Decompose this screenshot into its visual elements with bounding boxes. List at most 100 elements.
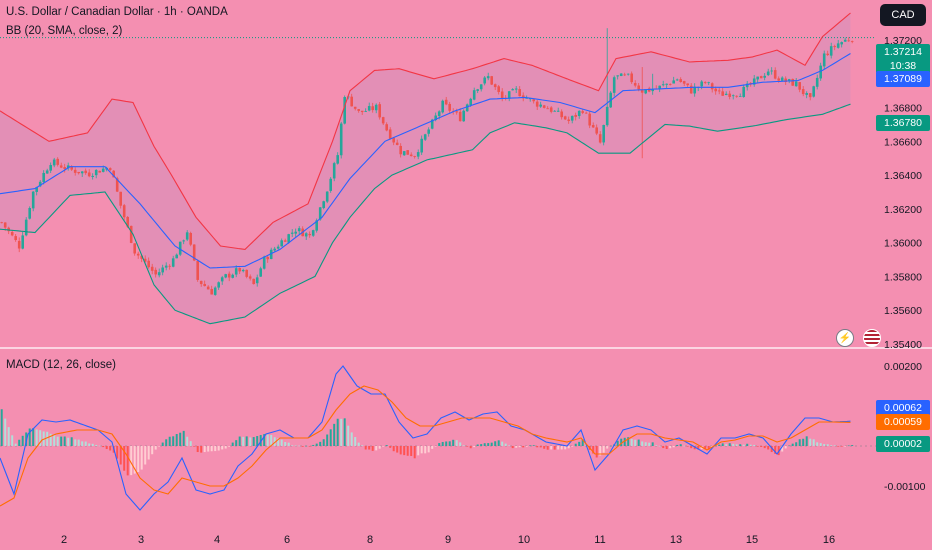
candle-body[interactable]	[374, 104, 378, 111]
candle-body[interactable]	[682, 81, 686, 84]
candle-body[interactable]	[437, 111, 441, 117]
candle-body[interactable]	[532, 99, 535, 102]
candle-body[interactable]	[248, 276, 252, 279]
candle-body[interactable]	[616, 75, 619, 77]
candle-body[interactable]	[136, 253, 140, 256]
candle-body[interactable]	[833, 46, 836, 48]
candle-body[interactable]	[840, 42, 843, 45]
candle-body[interactable]	[59, 165, 63, 168]
candle-body[interactable]	[185, 232, 189, 240]
candle-body[interactable]	[623, 74, 626, 76]
candle-body[interactable]	[493, 84, 497, 88]
candle-body[interactable]	[672, 80, 675, 84]
candle-body[interactable]	[602, 125, 605, 143]
candle-body[interactable]	[276, 246, 280, 249]
us-flag-icon[interactable]	[863, 329, 881, 347]
candle-body[interactable]	[0, 222, 3, 224]
candle-body[interactable]	[700, 81, 703, 87]
candle-body[interactable]	[399, 145, 402, 155]
candle-body[interactable]	[28, 208, 31, 219]
candle-body[interactable]	[329, 178, 332, 191]
candle-body[interactable]	[630, 73, 633, 83]
candle-body[interactable]	[210, 288, 213, 295]
candle-body[interactable]	[469, 98, 472, 106]
candle-body[interactable]	[500, 91, 504, 99]
candle-body[interactable]	[143, 258, 147, 262]
candle-body[interactable]	[647, 88, 651, 92]
candle-body[interactable]	[297, 228, 301, 232]
candle-body[interactable]	[710, 83, 714, 90]
candle-body[interactable]	[836, 43, 840, 48]
candle-body[interactable]	[224, 274, 227, 278]
candle-body[interactable]	[332, 163, 336, 179]
candle-body[interactable]	[717, 90, 721, 92]
candle-body[interactable]	[94, 169, 98, 176]
candle-body[interactable]	[808, 93, 812, 98]
candle-body[interactable]	[850, 41, 854, 42]
candle-body[interactable]	[689, 85, 693, 94]
candle-body[interactable]	[175, 254, 178, 259]
candle-body[interactable]	[339, 123, 343, 156]
candle-body[interactable]	[392, 137, 395, 143]
candle-body[interactable]	[784, 78, 787, 82]
candle-body[interactable]	[731, 95, 735, 97]
candle-body[interactable]	[420, 138, 423, 153]
candle-body[interactable]	[199, 280, 203, 285]
candle-body[interactable]	[535, 101, 539, 107]
candle-body[interactable]	[549, 107, 553, 112]
candle-body[interactable]	[490, 76, 493, 85]
candle-body[interactable]	[518, 89, 521, 97]
candle-body[interactable]	[10, 232, 14, 236]
candle-body[interactable]	[539, 104, 542, 107]
candle-body[interactable]	[385, 124, 388, 131]
candle-body[interactable]	[413, 156, 416, 157]
candle-body[interactable]	[290, 232, 294, 234]
candle-body[interactable]	[101, 168, 105, 172]
candle-body[interactable]	[416, 152, 420, 157]
candle-body[interactable]	[231, 274, 234, 278]
candle-body[interactable]	[241, 269, 245, 272]
candle-body[interactable]	[798, 82, 801, 90]
candle-body[interactable]	[707, 82, 710, 84]
candle-body[interactable]	[112, 170, 115, 178]
candle-body[interactable]	[311, 230, 315, 236]
candle-body[interactable]	[773, 70, 777, 79]
candle-body[interactable]	[238, 268, 241, 272]
candle-body[interactable]	[98, 170, 101, 173]
candle-body[interactable]	[458, 111, 462, 122]
candle-body[interactable]	[322, 201, 325, 209]
candle-body[interactable]	[763, 75, 766, 78]
candle-body[interactable]	[805, 93, 808, 95]
candle-body[interactable]	[140, 255, 143, 259]
candle-body[interactable]	[476, 89, 479, 91]
candle-body[interactable]	[745, 83, 749, 88]
candle-body[interactable]	[154, 269, 157, 275]
candle-body[interactable]	[66, 165, 70, 169]
candle-body[interactable]	[364, 111, 367, 112]
candle-body[interactable]	[735, 95, 738, 97]
candle-body[interactable]	[203, 283, 206, 287]
candle-body[interactable]	[815, 77, 819, 87]
candle-body[interactable]	[266, 256, 269, 260]
candle-body[interactable]	[661, 84, 665, 86]
candle-body[interactable]	[633, 83, 637, 86]
candle-body[interactable]	[325, 191, 329, 202]
candle-body[interactable]	[84, 170, 87, 174]
candle-body[interactable]	[675, 79, 679, 81]
candle-body[interactable]	[227, 273, 231, 278]
candle-body[interactable]	[588, 113, 591, 126]
candle-body[interactable]	[791, 78, 794, 86]
candle-body[interactable]	[724, 93, 728, 95]
candle-body[interactable]	[129, 225, 133, 243]
candle-body[interactable]	[668, 84, 672, 85]
candle-body[interactable]	[119, 191, 122, 206]
candle-body[interactable]	[826, 53, 829, 56]
candle-body[interactable]	[371, 106, 374, 111]
candle-body[interactable]	[402, 151, 406, 156]
candle-body[interactable]	[3, 222, 7, 228]
candle-body[interactable]	[367, 106, 371, 111]
candle-body[interactable]	[595, 127, 598, 134]
candle-body[interactable]	[605, 106, 609, 126]
macd-pane[interactable]	[0, 365, 876, 511]
candle-body[interactable]	[161, 267, 164, 273]
